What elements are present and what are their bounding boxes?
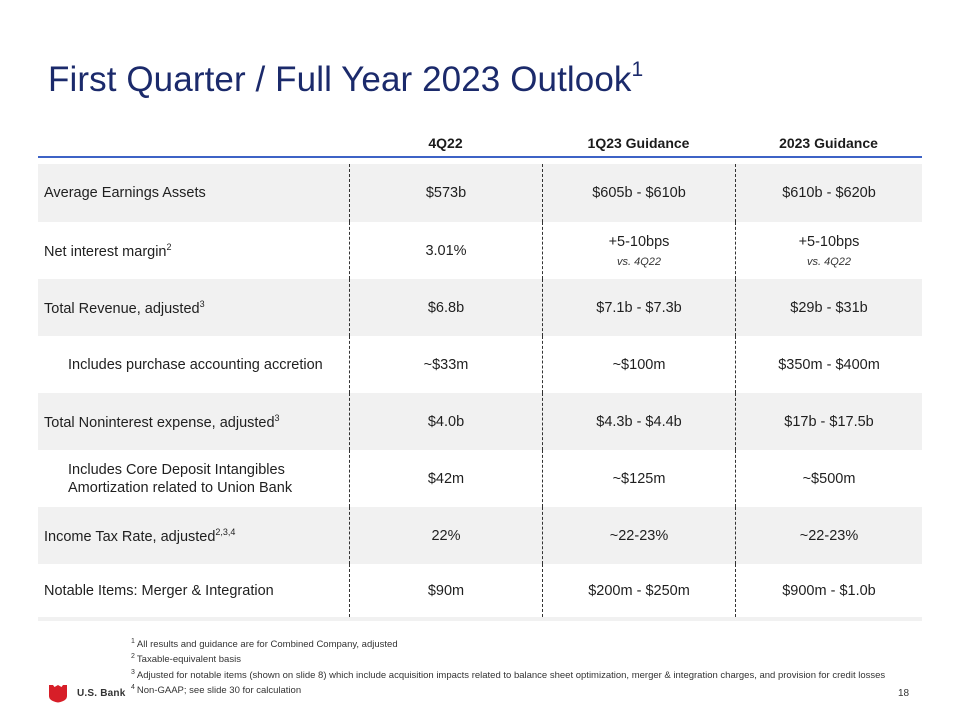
row-label: Total Revenue, adjusted3 (44, 298, 205, 317)
outlook-table: 4Q22 1Q23 Guidance 2023 Guidance Average… (38, 130, 922, 621)
cell-value: +5-10bps (798, 233, 860, 250)
cell-1q23: ~22-23% (542, 507, 735, 564)
row-label: Income Tax Rate, adjusted2,3,4 (44, 526, 236, 545)
table-row: Includes purchase accounting accretion ~… (38, 336, 922, 393)
page-title: First Quarter / Full Year 2023 Outlook1 (48, 58, 644, 99)
cell-1q23: ~$100m (542, 336, 735, 393)
cell-2023: $17b - $17.5b (735, 393, 922, 450)
table-row: Average Earnings Assets $573b $605b - $6… (38, 164, 922, 222)
footnote-4: 4 Non-GAAP; see slide 30 for calculation (131, 684, 302, 697)
cell-4q22: $90m (349, 564, 542, 617)
row-label: Total Noninterest expense, adjusted3 (44, 412, 280, 431)
cell-1q23: $200m - $250m (542, 564, 735, 617)
footnote-2: 2 Taxable-equivalent basis (131, 653, 241, 666)
page-number: 18 (898, 688, 910, 699)
cell-1q23: +5-10bps vs. 4Q22 (542, 222, 735, 279)
cell-4q22: $573b (349, 164, 542, 222)
row-label-line-1: Includes Core Deposit Intangibles (68, 461, 285, 478)
header-1q23-guidance: 1Q23 Guidance (587, 135, 690, 151)
table-row: Notable Items: Merger & Integration $90m… (38, 564, 922, 621)
footnote-1: 1 All results and guidance are for Combin… (131, 638, 398, 651)
table-row: Total Revenue, adjusted3 $6.8b $7.1b - $… (38, 279, 922, 336)
cell-2023: ~22-23% (735, 507, 922, 564)
row-label: Includes purchase accounting accretion (68, 356, 323, 373)
cell-2023: $29b - $31b (735, 279, 922, 336)
table-row: Includes Core Deposit Intangibles Amorti… (38, 450, 922, 507)
footnote-3: 3 Adjusted for notable items (shown on sl… (131, 668, 886, 682)
cell-note: vs. 4Q22 (616, 255, 662, 268)
cell-4q22: 3.01% (349, 222, 542, 279)
row-label: Average Earnings Assets (44, 185, 206, 201)
cell-2023: ~$500m (735, 450, 922, 507)
cell-2023: $900m - $1.0b (735, 564, 922, 617)
usbank-logo: U.S. Bank (48, 683, 125, 703)
table-row: Total Noninterest expense, adjusted3 $4.… (38, 393, 922, 450)
cell-4q22: 22% (349, 507, 542, 564)
cell-1q23: $7.1b - $7.3b (542, 279, 735, 336)
table-row: Net interest margin2 3.01% +5-10bps vs. … (38, 222, 922, 279)
usbank-shield-icon (49, 685, 67, 703)
logo-text: U.S. Bank (77, 687, 126, 699)
cell-1q23: $4.3b - $4.4b (542, 393, 735, 450)
cell-4q22: $42m (349, 450, 542, 507)
cell-2023: $350m - $400m (735, 336, 922, 393)
cell-2023: +5-10bps vs. 4Q22 (735, 222, 922, 279)
cell-4q22: $6.8b (349, 279, 542, 336)
cell-1q23: $605b - $610b (542, 164, 735, 222)
cell-1q23: ~$125m (542, 450, 735, 507)
header-2023-guidance: 2023 Guidance (779, 135, 878, 151)
cell-4q22: $4.0b (349, 393, 542, 450)
footnotes: 1 All results and guidance are for Combin… (131, 636, 921, 698)
table-header: 4Q22 1Q23 Guidance 2023 Guidance (38, 130, 922, 158)
cell-2023: $610b - $620b (735, 164, 922, 222)
row-label: Net interest margin2 (44, 241, 172, 260)
cell-4q22: ~$33m (349, 336, 542, 393)
row-label: Notable Items: Merger & Integration (44, 582, 274, 599)
row-label-line-2: Amortization related to Union Bank (68, 479, 293, 496)
header-4q22: 4Q22 (428, 135, 463, 151)
cell-note: vs. 4Q22 (806, 255, 852, 268)
table-row: Income Tax Rate, adjusted2,3,4 22% ~22-2… (38, 507, 922, 564)
cell-value: +5-10bps (608, 233, 670, 250)
row-label: Includes Core Deposit Intangibles Amorti… (38, 461, 349, 497)
